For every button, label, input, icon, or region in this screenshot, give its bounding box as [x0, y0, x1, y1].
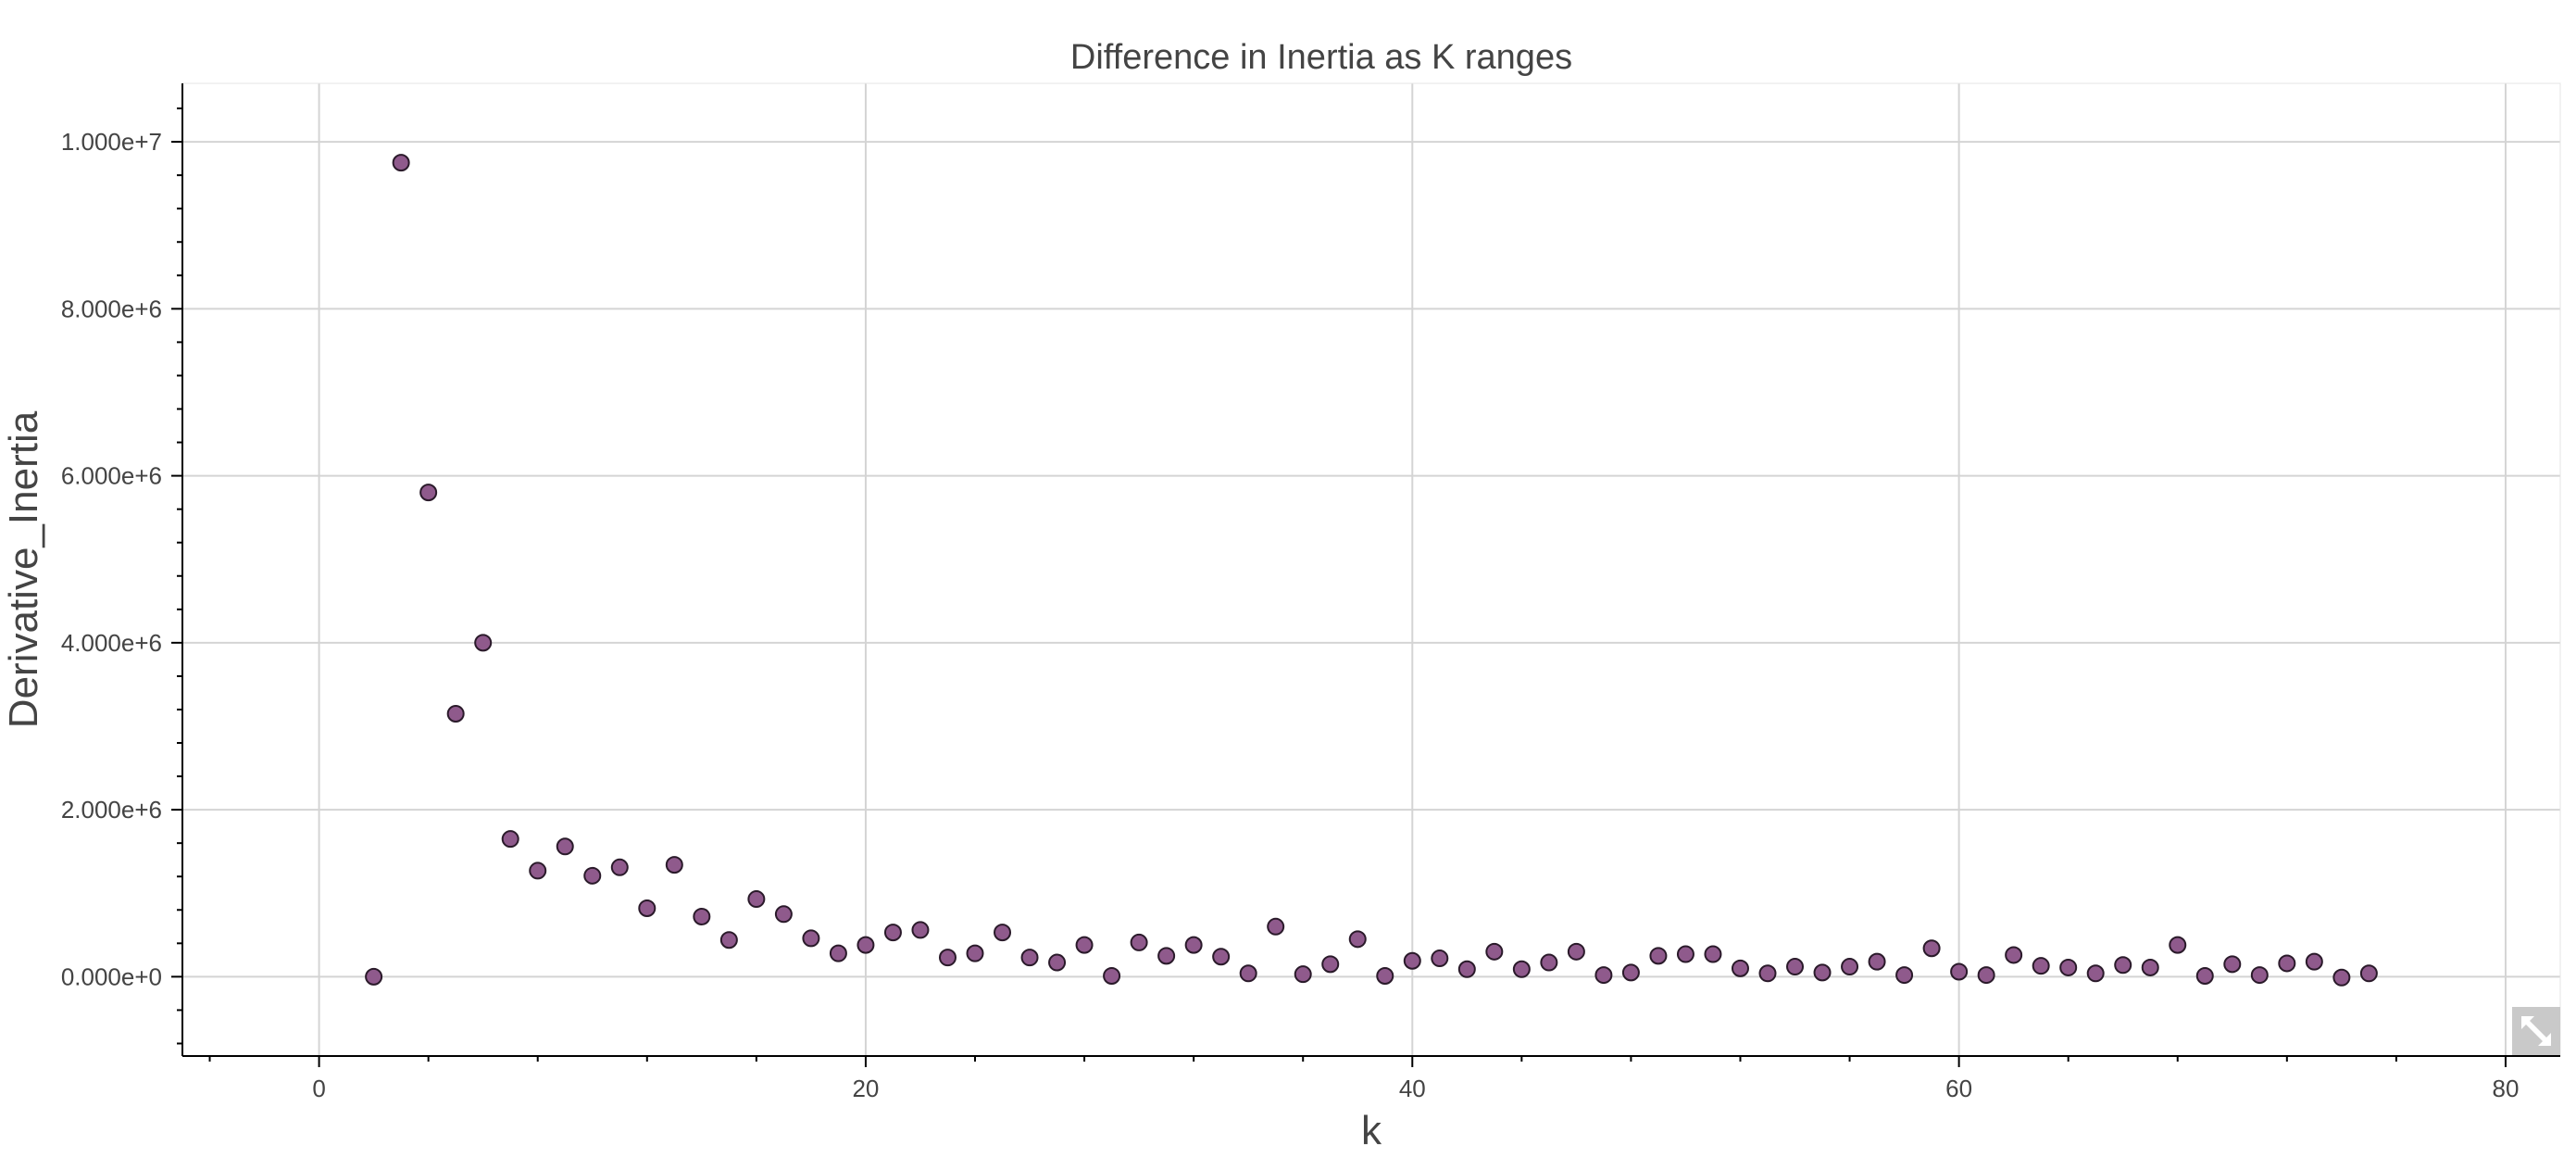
data-point — [1184, 936, 1203, 954]
data-point — [2086, 964, 2105, 983]
data-point — [610, 858, 629, 876]
data-point — [2305, 952, 2323, 971]
y-tick-label: 6.000e+6 — [61, 462, 162, 490]
data-point — [1348, 930, 1367, 949]
data-point — [2332, 968, 2351, 987]
data-point — [1922, 939, 1941, 958]
points-layer — [365, 154, 2378, 987]
data-point — [2114, 956, 2132, 975]
y-tick-label: 4.000e+6 — [61, 629, 162, 657]
data-point — [1485, 942, 1504, 961]
grid-layer — [182, 83, 2560, 1056]
data-point — [1512, 960, 1531, 978]
data-point — [2141, 958, 2159, 976]
data-point — [2169, 936, 2187, 954]
data-point — [719, 931, 738, 949]
data-point — [1977, 966, 1995, 985]
data-point — [1212, 948, 1231, 966]
data-point — [693, 907, 711, 925]
data-point — [1621, 963, 1640, 982]
data-point — [1130, 933, 1148, 951]
data-point — [2195, 966, 2214, 985]
y-tick-label: 2.000e+6 — [61, 796, 162, 824]
data-point — [2005, 946, 2023, 964]
data-point — [1704, 945, 1722, 963]
data-point — [1157, 947, 1176, 965]
expand-icon[interactable] — [2512, 1007, 2560, 1055]
data-point — [1649, 947, 1668, 965]
data-point — [1321, 955, 1340, 974]
plot-frame — [181, 82, 2561, 1057]
y-tick-label: 0.000e+0 — [61, 962, 162, 990]
data-point — [1841, 958, 1859, 976]
data-point — [583, 866, 602, 885]
data-point — [2223, 955, 2242, 974]
x-tick-label: 20 — [852, 1075, 879, 1102]
axis-layer: 0 20 40 60 80 0.000e+0 2.000e+6 4.000e+6 6.000e+… — [61, 83, 2560, 1102]
data-point — [1376, 966, 1394, 985]
data-point — [2250, 966, 2269, 985]
data-point — [911, 921, 930, 939]
data-point — [938, 949, 957, 967]
data-point — [2059, 958, 2078, 976]
data-point — [1457, 960, 1476, 978]
data-point — [556, 837, 574, 856]
data-point — [419, 484, 438, 502]
data-point — [1895, 966, 1914, 985]
data-point — [1075, 936, 1094, 954]
data-point — [1676, 945, 1694, 963]
data-point — [1048, 953, 1067, 972]
data-point — [883, 924, 902, 942]
data-point — [994, 924, 1012, 942]
data-point — [638, 899, 657, 917]
data-point — [1567, 942, 1585, 961]
data-point — [1103, 966, 1121, 985]
data-point — [2278, 954, 2296, 973]
data-point — [392, 154, 410, 172]
data-point — [446, 704, 465, 723]
data-point — [1267, 917, 1285, 936]
data-point — [857, 936, 875, 954]
data-point — [474, 634, 493, 652]
data-point — [966, 944, 984, 962]
y-tick-label: 8.000e+6 — [61, 295, 162, 322]
y-axis-label: Derivative_Inertia — [1, 410, 46, 728]
data-point — [365, 967, 383, 986]
chart-title: Difference in Inertia as K ranges — [1070, 38, 1572, 77]
y-tick-label: 1.000e+7 — [61, 128, 162, 156]
data-point — [1403, 951, 1421, 970]
data-point — [1868, 952, 1886, 971]
data-point — [1239, 964, 1257, 983]
x-axis-label: k — [1361, 1108, 1382, 1152]
data-point — [501, 830, 519, 849]
data-point — [529, 861, 547, 880]
data-point — [1786, 958, 1805, 976]
data-point — [1594, 966, 1613, 985]
x-tick-label: 0 — [312, 1075, 325, 1102]
data-point — [774, 905, 793, 924]
data-point — [2032, 957, 2050, 975]
x-tick-label: 40 — [1399, 1075, 1426, 1102]
data-point — [1294, 965, 1312, 984]
data-point — [1813, 963, 1832, 982]
data-point — [1731, 959, 1749, 977]
data-point — [1758, 964, 1777, 983]
data-point — [1540, 953, 1558, 972]
data-point — [829, 944, 847, 962]
data-point — [1431, 949, 1449, 968]
x-tick-label: 60 — [1945, 1075, 1972, 1102]
data-point — [802, 929, 820, 948]
data-point — [1950, 962, 1969, 981]
data-point — [665, 856, 683, 874]
x-tick-label: 80 — [2493, 1075, 2520, 1102]
data-point — [1020, 949, 1039, 967]
data-point — [2359, 964, 2378, 983]
data-point — [747, 890, 766, 909]
